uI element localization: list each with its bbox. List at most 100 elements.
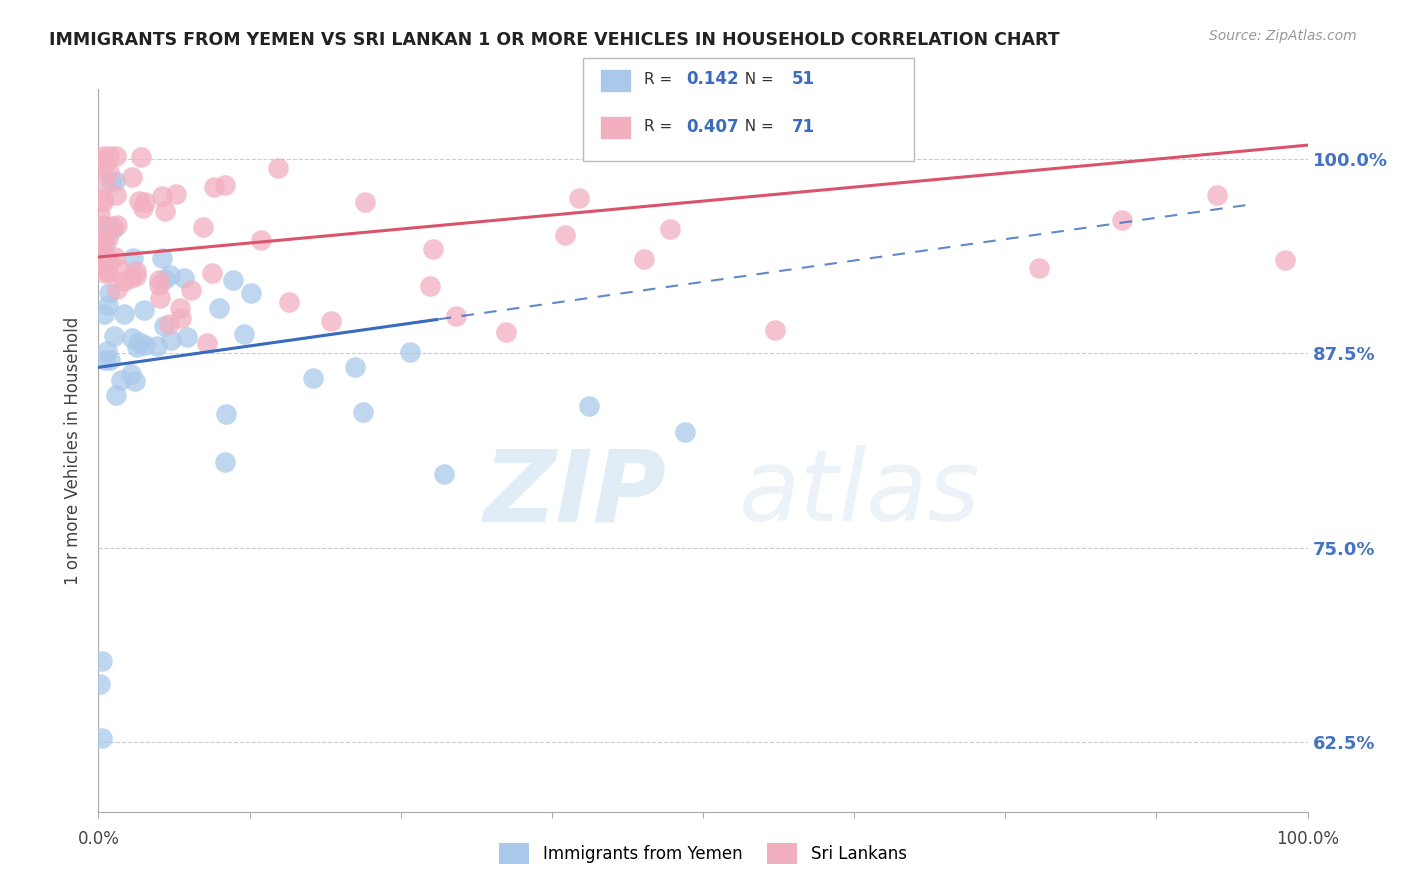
Point (343, 360, 366, 375)
Point (89, 208, 111, 222)
Point (765, 323, 787, 337)
Point (98, 253, 121, 268)
Point (96, 343, 118, 358)
Point (94, 251, 117, 265)
Point (108, 262, 131, 277)
Text: N =: N = (735, 72, 779, 87)
Point (101, 219, 124, 233)
Point (93, 307, 115, 321)
Point (90, 245, 112, 260)
Point (105, 283, 128, 297)
Point (658, 222, 681, 236)
Point (121, 169, 143, 184)
Point (176, 330, 198, 344)
Point (103, 329, 125, 343)
Point (97, 165, 120, 179)
Point (633, 252, 655, 266)
Point (578, 399, 600, 413)
Point (433, 467, 456, 481)
Point (134, 195, 156, 210)
Text: 51: 51 (792, 70, 814, 88)
Point (90, 154, 112, 169)
Point (419, 278, 441, 293)
Point (180, 283, 202, 297)
Point (1028, 261, 1050, 276)
Point (132, 302, 155, 317)
Point (1111, 213, 1133, 227)
Point (159, 333, 181, 347)
Text: atlas: atlas (740, 445, 981, 542)
Point (90, 245, 112, 260)
Text: R =: R = (644, 72, 678, 87)
Point (104, 149, 127, 163)
Point (170, 310, 193, 325)
Point (124, 263, 146, 277)
Point (201, 266, 224, 280)
Point (93, 192, 115, 206)
Text: 0.0%: 0.0% (77, 830, 120, 847)
Point (149, 291, 172, 305)
Point (128, 194, 150, 208)
Point (97, 265, 120, 279)
Point (105, 219, 128, 233)
Point (354, 195, 377, 210)
Point (91, 731, 114, 745)
Point (104, 250, 127, 264)
Point (157, 317, 180, 331)
Point (554, 228, 576, 243)
Point (148, 277, 170, 292)
Point (97, 231, 120, 245)
Point (90, 235, 112, 249)
Point (122, 251, 145, 265)
Point (101, 222, 124, 236)
Point (94, 237, 117, 252)
Point (93, 219, 115, 233)
Point (93, 219, 115, 233)
Point (207, 301, 229, 316)
Point (148, 273, 170, 287)
Point (444, 310, 467, 324)
Point (91, 149, 114, 163)
Text: 0.142: 0.142 (686, 70, 738, 88)
Point (153, 203, 176, 218)
Point (152, 189, 174, 203)
Point (495, 325, 517, 339)
Point (120, 271, 142, 285)
Point (277, 294, 299, 309)
Point (153, 318, 176, 333)
Text: Source: ZipAtlas.com: Source: ZipAtlas.com (1209, 29, 1357, 43)
Text: 71: 71 (792, 118, 814, 136)
Text: IMMIGRANTS FROM YEMEN VS SRI LANKAN 1 OR MORE VEHICLES IN HOUSEHOLD CORRELATION : IMMIGRANTS FROM YEMEN VS SRI LANKAN 1 OR… (49, 31, 1060, 49)
Point (399, 345, 422, 359)
Point (91, 250, 114, 264)
Point (104, 388, 127, 402)
Point (104, 188, 127, 202)
Point (128, 335, 150, 350)
Point (112, 274, 135, 288)
Legend: Immigrants from Yemen, Sri Lankans: Immigrants from Yemen, Sri Lankans (492, 837, 914, 871)
Point (112, 307, 135, 321)
Point (93, 258, 115, 272)
Point (352, 405, 374, 419)
Point (97, 219, 120, 234)
Point (239, 285, 262, 300)
Point (98, 352, 121, 367)
Point (125, 340, 148, 354)
Point (97, 298, 120, 312)
Point (169, 301, 191, 315)
Point (91, 654, 114, 668)
Point (214, 178, 236, 192)
Point (673, 425, 696, 440)
Point (91, 195, 114, 210)
Point (93, 159, 115, 173)
Point (94, 353, 117, 368)
Point (89, 677, 111, 691)
Point (120, 368, 142, 382)
Point (134, 338, 156, 352)
Point (110, 373, 132, 387)
Point (150, 251, 173, 265)
Point (129, 150, 152, 164)
Point (100, 175, 122, 189)
Point (202, 180, 225, 194)
Point (214, 455, 236, 469)
